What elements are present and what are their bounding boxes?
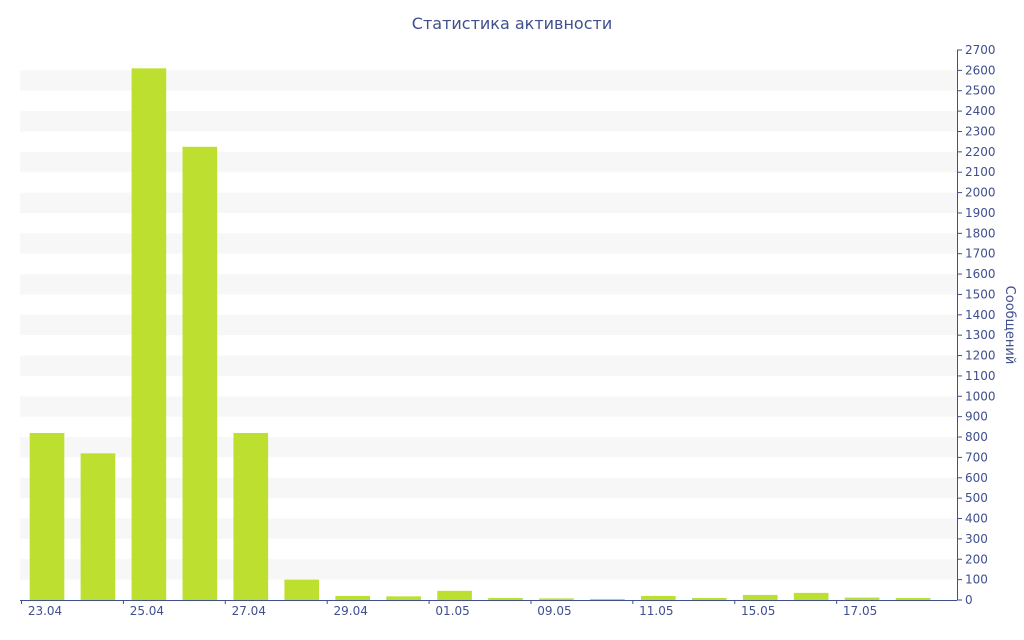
bar (284, 579, 320, 600)
y-tick-label: 600 (965, 471, 988, 485)
y-tick-label: 300 (965, 532, 988, 546)
grid-band (20, 274, 957, 295)
grid-band (20, 151, 957, 173)
bar (641, 595, 676, 600)
y-tick-label: 2400 (965, 104, 996, 118)
grid-band (20, 70, 957, 91)
bar (488, 597, 523, 600)
y-tick-label: 0 (965, 593, 973, 607)
grid-band (20, 233, 957, 254)
x-tick-label: 09.05 (537, 604, 571, 618)
bar (335, 595, 370, 600)
bar (539, 598, 574, 600)
bar (793, 592, 829, 600)
x-tick-label: 15.05 (741, 604, 775, 618)
bar (844, 597, 880, 600)
x-tick-label: 29.04 (333, 604, 367, 618)
y-tick-label: 500 (965, 491, 988, 505)
y-tick-label: 700 (965, 450, 988, 464)
y-tick-label: 900 (965, 410, 988, 424)
bar (182, 146, 218, 600)
bar (742, 594, 778, 600)
x-tick-label: 25.04 (130, 604, 164, 618)
y-tick-label: 2000 (965, 186, 996, 200)
y-axis-label: Сообщений (1002, 286, 1017, 365)
x-tick-label: 17.05 (843, 604, 877, 618)
grid-band (20, 111, 957, 132)
grid-band (20, 355, 957, 376)
y-tick-label: 2300 (965, 124, 996, 138)
y-tick-label: 1800 (965, 226, 996, 240)
y-tick-label: 1900 (965, 206, 996, 220)
y-tick-label: 100 (965, 573, 988, 587)
chart-title: Статистика активности (411, 14, 613, 33)
x-tick-label: 27.04 (232, 604, 266, 618)
y-tick-label: 1300 (965, 328, 996, 342)
y-tick-label: 1400 (965, 308, 996, 322)
y-tick-label: 2200 (965, 145, 996, 159)
y-tick-label: 1500 (965, 287, 996, 301)
y-tick-label: 800 (965, 430, 988, 444)
x-tick-label: 11.05 (639, 604, 673, 618)
grid-band (20, 314, 957, 336)
y-tick-label: 1200 (965, 349, 996, 363)
x-tick-label: 23.04 (28, 604, 62, 618)
bar (386, 596, 421, 600)
grid-band (20, 192, 957, 213)
bar (895, 597, 931, 600)
y-tick-label: 1000 (965, 389, 996, 403)
bar (691, 597, 727, 600)
y-tick-label: 1600 (965, 267, 996, 281)
y-tick-label: 2700 (965, 43, 996, 57)
y-tick-label: 2500 (965, 84, 996, 98)
y-tick-label: 2600 (965, 63, 996, 77)
x-tick-label: 01.05 (435, 604, 469, 618)
y-tick-label: 200 (965, 552, 988, 566)
y-tick-label: 400 (965, 512, 988, 526)
grid-band (20, 396, 957, 417)
y-tick-label: 1100 (965, 369, 996, 383)
bar (80, 453, 116, 600)
bar (29, 432, 65, 600)
y-tick-label: 2100 (965, 165, 996, 179)
bar (590, 598, 625, 600)
bar (233, 432, 269, 600)
bar (437, 590, 472, 600)
y-tick-label: 1700 (965, 247, 996, 261)
bar (131, 68, 167, 601)
